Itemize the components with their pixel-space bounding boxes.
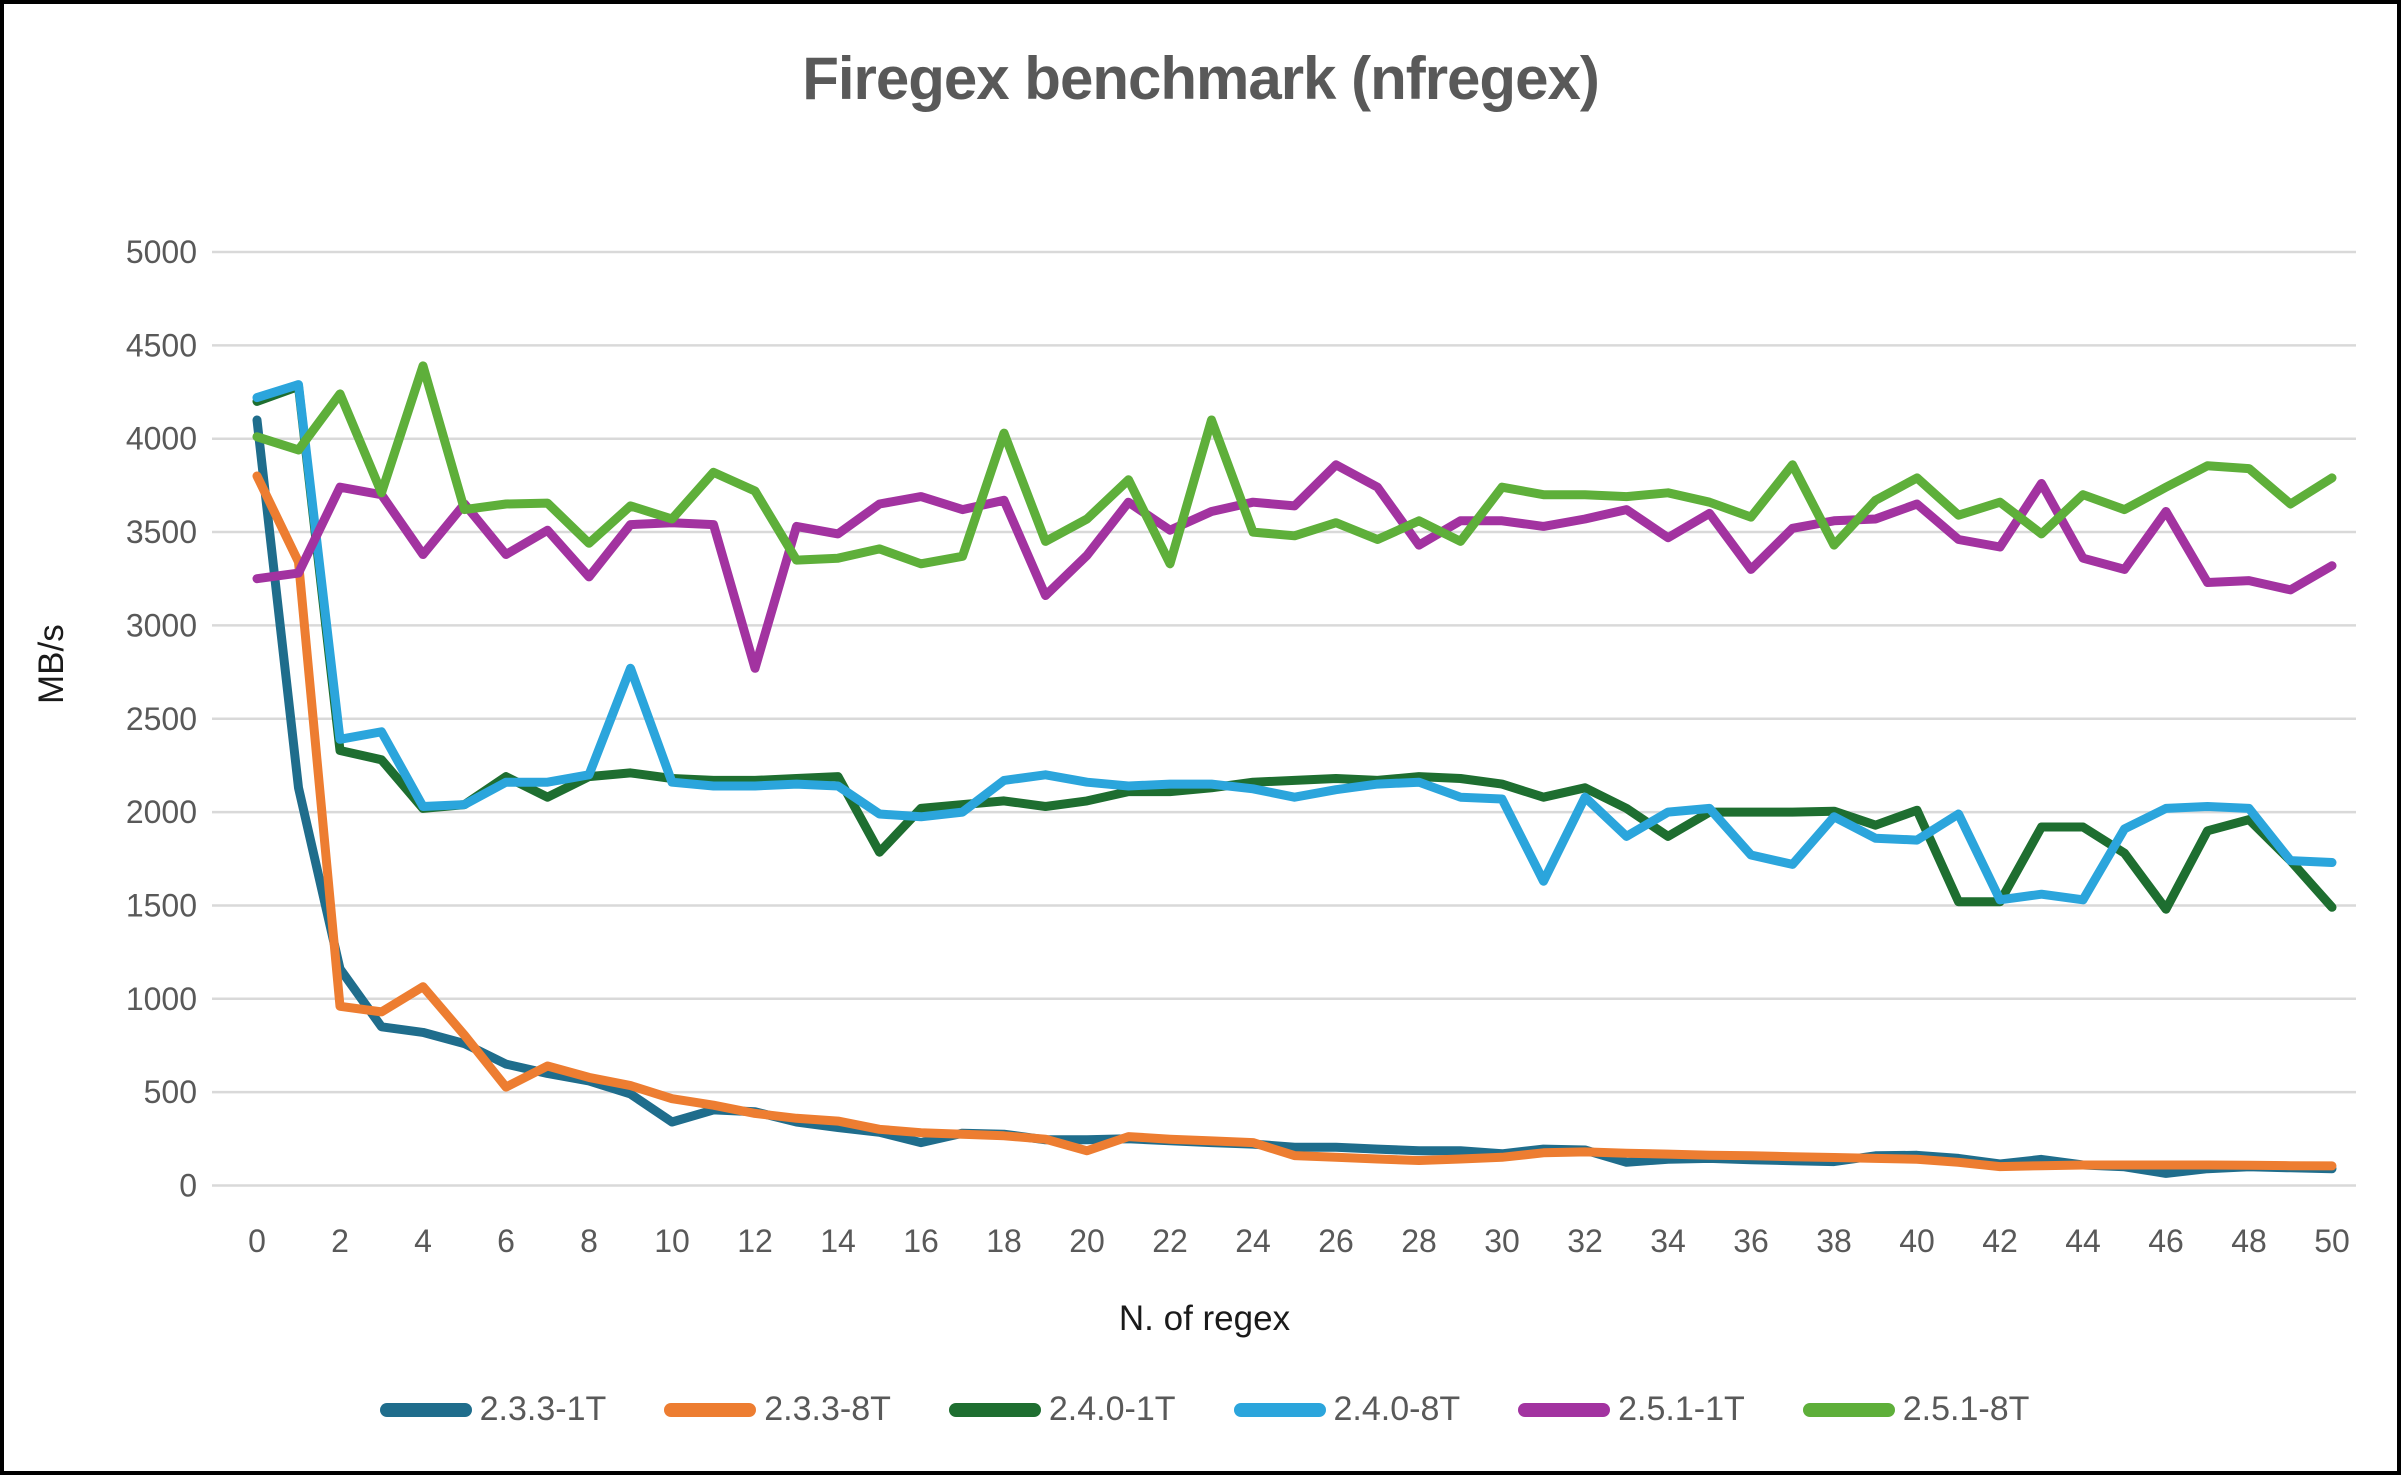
x-tick-label-34: 34: [1650, 1223, 1686, 1259]
y-axis-tick-labels: 0 500 1000 1500 2000 2500 3000 3500 4000 4500 5000: [126, 234, 197, 1204]
x-tick-label-20: 20: [1069, 1223, 1105, 1259]
x-tick-label-16: 16: [903, 1223, 939, 1259]
legend-swatch-2.4.0-8T: [1233, 1402, 1326, 1417]
y-tick-label-2000: 2000: [126, 794, 197, 830]
y-tick-label-3500: 3500: [126, 514, 197, 550]
legend-swatch-2.5.1-8T: [1802, 1402, 1895, 1417]
legend-swatch-2.4.0-1T: [948, 1402, 1041, 1417]
chart-title: Firegex benchmark (nfregex): [802, 45, 1600, 112]
x-tick-label-2: 2: [331, 1223, 349, 1259]
legend-item-2.4.0-1T: 2.4.0-1T: [948, 1390, 1176, 1429]
legend-item-2.3.3-1T: 2.3.3-1T: [379, 1390, 607, 1429]
y-tick-label-2500: 2500: [126, 701, 197, 737]
legend-swatch-2.5.1-1T: [1518, 1402, 1611, 1417]
x-tick-label-38: 38: [1816, 1223, 1852, 1259]
x-tick-label-50: 50: [2314, 1223, 2350, 1259]
series-line-2.4.0-8T: [252, 380, 2337, 905]
x-tick-label-24: 24: [1235, 1223, 1271, 1259]
legend-item-2.4.0-8T: 2.4.0-8T: [1233, 1390, 1461, 1429]
x-tick-label-28: 28: [1401, 1223, 1437, 1259]
y-tick-label-1000: 1000: [126, 981, 197, 1017]
y-tick-label-3000: 3000: [126, 607, 197, 643]
series-line-2.3.3-8T: [252, 471, 2337, 1172]
x-tick-label-12: 12: [737, 1223, 773, 1259]
x-tick-label-14: 14: [820, 1223, 856, 1259]
y-tick-label-4000: 4000: [126, 421, 197, 457]
x-tick-label-42: 42: [1982, 1223, 2018, 1259]
y-tick-label-4500: 4500: [126, 327, 197, 363]
x-tick-label-6: 6: [497, 1223, 515, 1259]
x-tick-label-4: 4: [414, 1223, 432, 1259]
legend-swatch-2.3.3-8T: [664, 1402, 757, 1417]
y-tick-label-0: 0: [179, 1168, 197, 1204]
x-tick-label-22: 22: [1152, 1223, 1188, 1259]
legend-label-2.4.0-1T: 2.4.0-1T: [1048, 1390, 1176, 1428]
legend-item-2.5.1-1T: 2.5.1-1T: [1518, 1390, 1745, 1429]
x-tick-label-44: 44: [2065, 1223, 2101, 1259]
x-tick-label-10: 10: [654, 1223, 690, 1259]
x-axis-title: N. of regex: [1118, 1299, 1291, 1338]
x-tick-label-30: 30: [1484, 1223, 1520, 1259]
legend-label-2.3.3-1T: 2.3.3-1T: [479, 1390, 607, 1428]
x-tick-label-48: 48: [2231, 1223, 2267, 1259]
series-line-2.4.0-1T: [252, 381, 2337, 914]
x-tick-label-8: 8: [580, 1223, 598, 1259]
x-axis-tick-labels: 0 2 4 6 8 10 12 14 16 18 20 22 24 26 28 30 32 34 36 38 40 42 4…: [248, 1223, 2350, 1259]
legend-label-2.3.3-8T: 2.3.3-8T: [764, 1390, 891, 1428]
legend-label-2.4.0-8T: 2.4.0-8T: [1333, 1390, 1461, 1428]
x-tick-label-0: 0: [248, 1223, 266, 1259]
legend-label-2.5.1-8T: 2.5.1-8T: [1902, 1390, 2030, 1428]
series-lines: [252, 361, 2337, 1178]
y-tick-label-1500: 1500: [126, 887, 197, 923]
series-line-2.5.1-8T: [252, 361, 2337, 569]
series-line-2.5.1-1T: [252, 460, 2337, 673]
legend-item-2.5.1-8T: 2.5.1-8T: [1802, 1390, 2030, 1429]
x-tick-label-36: 36: [1733, 1223, 1769, 1259]
chart-svg: 0500100015002000250030003500400045005000…: [126, 234, 2356, 1259]
legend-item-2.3.3-8T: 2.3.3-8T: [664, 1390, 891, 1429]
x-tick-label-18: 18: [986, 1223, 1022, 1259]
y-tick-label-500: 500: [144, 1074, 197, 1110]
x-tick-label-40: 40: [1899, 1223, 1935, 1259]
y-axis-title: MB/s: [32, 624, 71, 704]
x-tick-label-46: 46: [2148, 1223, 2184, 1259]
legend-swatch-2.3.3-1T: [379, 1402, 472, 1417]
y-tick-label-5000: 5000: [126, 234, 197, 270]
x-tick-label-32: 32: [1567, 1223, 1603, 1259]
legend-label-2.5.1-1T: 2.5.1-1T: [1618, 1390, 1745, 1428]
gridlines: [212, 250, 2356, 1187]
x-tick-label-26: 26: [1318, 1223, 1354, 1259]
chart-legend: 2.3.3-1T 2.3.3-8T 2.4.0-1T 2.4.0-8T 2.5.1-1T…: [4, 1390, 2397, 1429]
